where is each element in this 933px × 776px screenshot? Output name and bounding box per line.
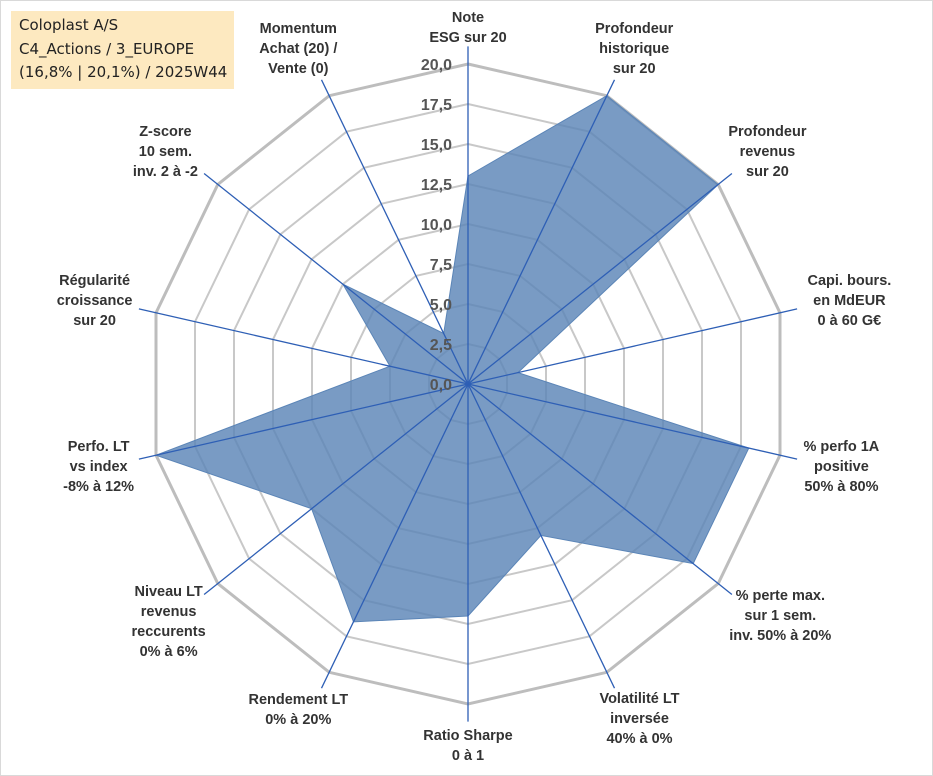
axis-label-line: Note (452, 10, 484, 26)
axis-label-line: Ratio Sharpe (423, 728, 512, 744)
axis-label-line: 0 à 60 G€ (818, 313, 882, 329)
axis-label-line: Momentum (260, 21, 337, 37)
tick-label: 20,0 (421, 57, 452, 74)
axis-spoke (467, 383, 798, 460)
axis-label-line: revenus (740, 144, 796, 160)
axis-label-line: % perfo 1A (804, 439, 880, 455)
axis-label-line: sur 20 (73, 313, 116, 329)
axis-label-line: -8% à 12% (63, 479, 134, 495)
axis-label-line: % perte max. (736, 588, 825, 604)
tick-label: 10,0 (421, 217, 452, 234)
tick-label: 17,5 (421, 97, 452, 114)
company-name: Coloplast A/S (19, 16, 119, 34)
axis-label: Perfo. LT vs index -8% à 12% (63, 439, 134, 495)
portfolio-category: C4_Actions / 3_EUROPE (19, 39, 195, 58)
axis-label-line: sur 1 sem. (744, 608, 816, 624)
axis-label-line: Niveau LT (134, 584, 202, 600)
axis-label: Volatilité LT inversée 40% à 0% (599, 691, 679, 747)
axis-label: Rendement LT 0% à 20% (248, 692, 348, 728)
axis-label-line: historique (599, 41, 669, 57)
axis-spoke (203, 383, 469, 596)
axis-label: Momentum Achat (20) / Vente (0) (259, 21, 337, 77)
axis-label: Z-score 10 sem. inv. 2 à -2 (133, 124, 198, 180)
axis-label: % perte max. sur 1 sem. inv. 50% à 20% (729, 588, 831, 644)
axis-spoke (203, 172, 469, 385)
axis-spoke (320, 79, 469, 385)
axis-spoke (467, 79, 616, 385)
axis-spoke (138, 383, 469, 460)
axis-label-line: ESG sur 20 (429, 30, 506, 46)
tick-label: 2,5 (430, 337, 452, 354)
axis-label-line: croissance (57, 293, 133, 309)
tick-label: 0,0 (430, 377, 452, 394)
axis-label-line: revenus (141, 604, 197, 620)
axis-label-line: sur 20 (613, 61, 656, 77)
axis-label-line: Profondeur (595, 21, 673, 37)
tick-label: 7,5 (430, 257, 452, 274)
axis-label-line: 10 sem. (139, 144, 192, 160)
axis-label: Ratio Sharpe 0 à 1 (423, 728, 512, 764)
axis-spoke (320, 383, 469, 689)
axis-label: Niveau LT revenus reccurents 0% à 6% (132, 584, 206, 660)
axis-label-line: Rendement LT (248, 692, 348, 708)
axis-label: Profondeur revenus sur 20 (728, 124, 806, 180)
axis-label-line: Profondeur (728, 124, 806, 140)
axis-label: Profondeur historique sur 20 (595, 21, 673, 77)
axis-spoke (467, 172, 733, 385)
axis-label-line: 0 à 1 (452, 748, 484, 764)
data-series-area (154, 95, 750, 623)
axis-label: Note ESG sur 20 (429, 10, 506, 46)
axis-label-line: 0% à 6% (140, 644, 198, 660)
info-box: Coloplast A/S C4_Actions / 3_EUROPE (16,… (11, 11, 234, 89)
axis-label-line: positive (814, 459, 869, 475)
axis-label-line: inv. 50% à 20% (729, 628, 831, 644)
axis-label-line: Volatilité LT (599, 691, 679, 707)
axis-label-line: 40% à 0% (606, 731, 672, 747)
axis-label-line: Perfo. LT (68, 439, 130, 455)
axis-label-line: sur 20 (746, 164, 789, 180)
axis-label-line: Achat (20) / (259, 41, 337, 57)
axis-label-line: reccurents (132, 624, 206, 640)
axis-label: Régularité croissance sur 20 (57, 273, 133, 329)
axis-spoke (467, 383, 733, 596)
axis-label-line: en MdEUR (813, 293, 886, 309)
axis-label-line: Z-score (139, 124, 191, 140)
axis-label-line: 0% à 20% (265, 712, 331, 728)
axis-label-line: Régularité (59, 273, 130, 289)
tick-label: 12,5 (421, 177, 452, 194)
tick-label: 15,0 (421, 137, 452, 154)
axis-label: Capi. bours. en MdEUR 0 à 60 G€ (808, 273, 892, 329)
axis-label-line: Vente (0) (268, 61, 329, 77)
axis-label-line: inv. 2 à -2 (133, 164, 198, 180)
axis-spoke (467, 383, 616, 689)
axis-spoke (138, 308, 469, 385)
axis-label-line: 50% à 80% (804, 479, 878, 495)
tick-label: 5,0 (430, 297, 452, 314)
axis-label: % perfo 1A positive 50% à 80% (804, 439, 880, 495)
axis-label-line: inversée (610, 711, 669, 727)
axis-label-line: vs index (70, 459, 128, 475)
axis-label-line: Capi. bours. (808, 273, 892, 289)
axis-spoke (467, 308, 798, 385)
period-info: (16,8% | 20,1%) / 2025W44 (19, 63, 228, 81)
